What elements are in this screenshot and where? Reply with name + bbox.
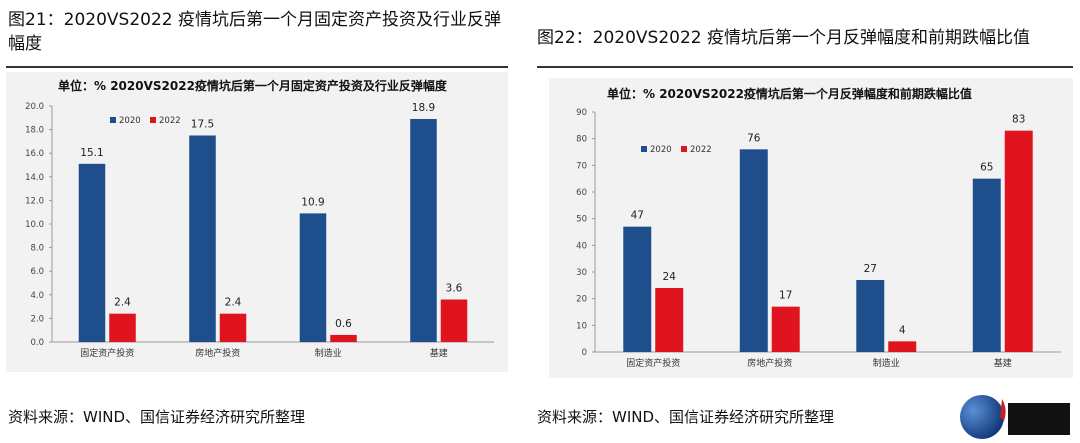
- bar-2022-1: [771, 306, 800, 352]
- data-label: 47: [631, 210, 644, 222]
- data-label: 83: [1012, 114, 1025, 126]
- left-panel: 图21：2020VS2022 疫情坑后第一个月固定资产投资及行业反弹幅度 单位：…: [0, 0, 515, 443]
- legend-label: 2022: [690, 145, 712, 155]
- x-tick-label: 固定资产投资: [626, 357, 680, 369]
- x-tick-label: 制造业: [873, 357, 900, 369]
- y-tick-label: 50: [576, 215, 587, 225]
- data-label: 76: [747, 132, 761, 144]
- bar-2022-3: [440, 299, 468, 342]
- x-tick-label: 基建: [994, 357, 1012, 369]
- bar-2020-3: [972, 178, 1001, 352]
- data-label: 65: [980, 162, 993, 174]
- legend-label: 2020: [650, 145, 672, 155]
- legend-swatch-2020: [641, 146, 647, 152]
- data-label: 2.4: [225, 297, 242, 309]
- legend-label: 2022: [159, 116, 181, 126]
- chart-title: 单位：% 2020VS2022疫情坑后第一个月固定资产投资及行业反弹幅度: [58, 78, 448, 93]
- data-label: 10.9: [301, 196, 324, 208]
- source-note: 资料来源：WIND、国信证券经济研究所整理: [537, 408, 835, 426]
- data-label: 18.9: [412, 102, 435, 114]
- bar-2020-2: [299, 213, 327, 342]
- chart-area: 单位：% 2020VS2022疫情坑后第一个月固定资产投资及行业反弹幅度 0.0 2…: [6, 72, 508, 372]
- x-tick-label: 房地产投资: [747, 357, 792, 369]
- data-label: 17: [779, 290, 792, 302]
- figure-title: 图21：2020VS2022 疫情坑后第一个月固定资产投资及行业反弹幅度: [8, 10, 501, 54]
- bar-2022-2: [888, 341, 917, 352]
- watermark-logo: [960, 395, 1070, 439]
- bar-2020-0: [78, 163, 106, 342]
- bar-chart-svg: 单位：% 2020VS2022疫情坑后第一个月固定资产投资及行业反弹幅度 0.0 2…: [25, 78, 494, 359]
- data-label: 27: [864, 263, 877, 275]
- data-label: 17.5: [191, 119, 214, 131]
- data-label: 0.6: [335, 318, 352, 330]
- y-tick-label: 16.0: [25, 149, 44, 159]
- y-tick-label: 0: [582, 348, 587, 358]
- y-tick-label: 20: [576, 295, 587, 305]
- bar-2022-3: [1004, 130, 1033, 352]
- y-tick-label: 6.0: [30, 267, 44, 277]
- data-label: 15.1: [80, 147, 103, 159]
- chart-title: 单位：% 2020VS2022疫情坑后第一个月反弹幅度和前期跌幅比值: [607, 86, 972, 101]
- y-tick-label: 10.0: [25, 220, 44, 230]
- right-panel: 图22：2020VS2022 疫情坑后第一个月反弹幅度和前期跌幅比值 单位：% …: [535, 0, 1080, 443]
- title-divider: [537, 66, 1073, 68]
- bar-2020-1: [189, 135, 216, 342]
- x-tick-label: 固定资产投资: [80, 347, 134, 359]
- data-label: 24: [663, 271, 677, 283]
- y-tick-label: 14.0: [25, 173, 44, 183]
- bar-2022-0: [109, 313, 136, 342]
- y-tick-label: 40: [576, 241, 587, 251]
- y-tick-label: 2.0: [30, 314, 44, 324]
- data-label: 3.6: [446, 283, 463, 295]
- legend-swatch-2022: [150, 117, 156, 123]
- x-tick-label: 制造业: [315, 347, 342, 359]
- y-tick-label: 30: [576, 268, 587, 278]
- bar-chart-svg: 单位：% 2020VS2022疫情坑后第一个月反弹幅度和前期跌幅比值 0 10 20 3…: [576, 86, 1061, 369]
- y-tick-label: 80: [576, 135, 587, 145]
- x-tick-label: 基建: [430, 347, 448, 359]
- y-tick-label: 4.0: [30, 291, 44, 301]
- legend-label: 2020: [119, 116, 141, 126]
- y-tick-label: 12.0: [25, 196, 44, 206]
- x-tick-label: 房地产投资: [195, 347, 240, 359]
- bar-2022-2: [330, 334, 357, 342]
- source-note: 资料来源：WIND、国信证券经济研究所整理: [8, 408, 306, 426]
- y-tick-label: 20.0: [25, 102, 44, 112]
- legend-swatch-2020: [110, 117, 116, 123]
- y-tick-label: 60: [576, 188, 587, 198]
- data-label: 4: [899, 324, 906, 336]
- bar-2022-1: [219, 313, 247, 342]
- y-tick-label: 90: [576, 108, 587, 118]
- y-tick-label: 70: [576, 161, 587, 171]
- chart-area: 单位：% 2020VS2022疫情坑后第一个月反弹幅度和前期跌幅比值 0 10 20 3…: [549, 78, 1073, 378]
- bar-2020-1: [739, 149, 768, 352]
- y-tick-label: 8.0: [30, 244, 44, 254]
- data-label: 2.4: [114, 297, 131, 309]
- y-tick-label: 0.0: [30, 338, 44, 348]
- y-tick-label: 10: [576, 321, 587, 331]
- y-tick-label: 18.0: [25, 126, 44, 136]
- bar-2020-2: [856, 280, 885, 352]
- bar-2022-0: [655, 288, 684, 352]
- bar-2020-0: [623, 226, 652, 352]
- title-divider: [6, 66, 508, 68]
- figure-title: 图22：2020VS2022 疫情坑后第一个月反弹幅度和前期跌幅比值: [537, 28, 1030, 48]
- bar-2020-3: [410, 118, 437, 342]
- legend-swatch-2022: [681, 146, 687, 152]
